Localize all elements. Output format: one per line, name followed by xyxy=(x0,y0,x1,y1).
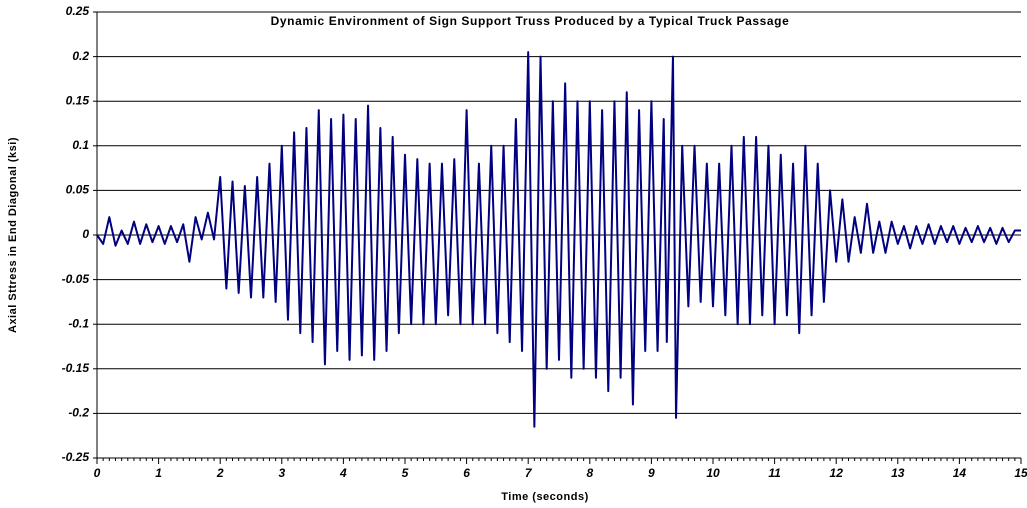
x-tick-label: 13 xyxy=(891,466,905,480)
x-tick-label: 11 xyxy=(768,466,781,480)
y-tick-label: -0.1 xyxy=(68,316,89,330)
y-tick-label: 0.1 xyxy=(72,138,89,152)
x-tick-label: 5 xyxy=(402,466,409,480)
y-tick-label: 0.25 xyxy=(66,4,90,18)
x-tick-label: 10 xyxy=(706,466,720,480)
x-tick-label: 8 xyxy=(586,466,593,480)
x-axis-title: Time (seconds) xyxy=(501,491,589,503)
x-tick-label: 7 xyxy=(525,466,533,480)
chart-title: Dynamic Environment of Sign Support Trus… xyxy=(271,14,790,28)
y-tick-label: 0.15 xyxy=(66,93,90,107)
y-tick-label: 0.05 xyxy=(66,183,90,197)
y-tick-label: -0.15 xyxy=(62,361,90,375)
x-tick-label: 12 xyxy=(830,466,844,480)
x-tick-label: 6 xyxy=(463,466,470,480)
x-tick-label: 9 xyxy=(648,466,655,480)
x-tick-label: 4 xyxy=(339,466,347,480)
x-tick-label: 0 xyxy=(94,466,101,480)
y-tick-label: 0 xyxy=(82,227,89,241)
y-tick-label: -0.25 xyxy=(62,450,90,464)
y-tick-label: 0.2 xyxy=(72,49,89,63)
x-tick-label: 14 xyxy=(953,466,967,480)
data-line xyxy=(96,51,1021,428)
y-tick-label: -0.2 xyxy=(68,406,89,420)
x-tick-label: 3 xyxy=(278,466,285,480)
x-tick-label: 1 xyxy=(155,466,162,480)
x-tick-label: 2 xyxy=(216,466,224,480)
y-axis-title: Axial Sttress in End Diagonal (ksi) xyxy=(7,137,19,333)
x-tick-label: 15 xyxy=(1014,466,1027,480)
y-tick-label: -0.05 xyxy=(62,272,90,286)
